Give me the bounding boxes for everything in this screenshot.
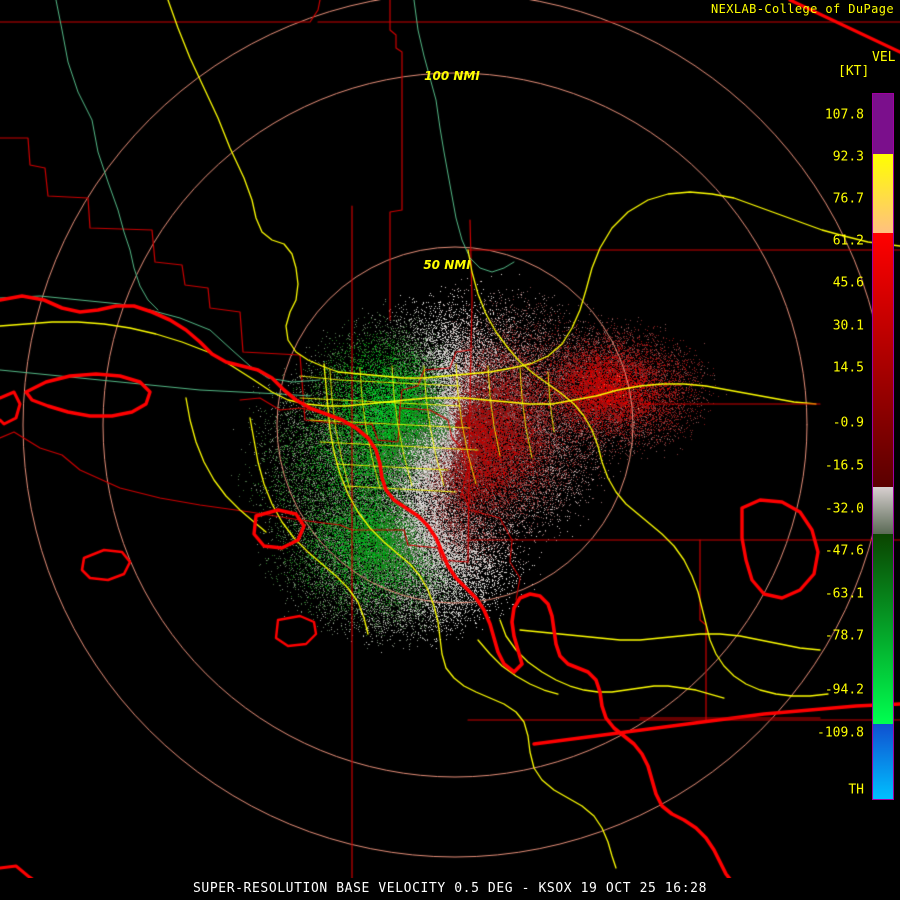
colorbar[interactable] xyxy=(872,93,894,800)
colorbar-tick-label: -0.9 xyxy=(832,415,864,431)
colorbar-segment-yellow-orange xyxy=(873,153,893,233)
colorbar-tick-label: -63.1 xyxy=(824,586,864,602)
colorbar-tick-label: 92.3 xyxy=(832,149,864,165)
colorbar-tick-label: 30.1 xyxy=(832,318,864,334)
range-ring-label: 100 NMI xyxy=(424,69,480,83)
colorbar-tick-label: 76.7 xyxy=(832,191,864,207)
colorbar-tick-label: -109.8 xyxy=(817,725,864,741)
product-status-text: SUPER-RESOLUTION BASE VELOCITY 0.5 DEG -… xyxy=(192,881,708,896)
colorbar-tick-label: -78.7 xyxy=(824,628,864,644)
colorbar-tick-label: 107.8 xyxy=(824,107,864,123)
colorbar-segment-gray-ramp xyxy=(873,487,893,534)
legend-units-label: [KT] xyxy=(838,64,870,79)
range-ring-label: 50 NMI xyxy=(423,258,471,272)
colorbar-tick-label: -94.2 xyxy=(824,682,864,698)
colorbar-segment-purple-high xyxy=(873,94,893,154)
status-bar: SUPER-RESOLUTION BASE VELOCITY 0.5 DEG -… xyxy=(0,878,900,900)
colorbar-segment-red-ramp xyxy=(873,232,893,488)
colorbar-tick-label: 45.6 xyxy=(832,275,864,291)
velocity-color-legend: VEL [KT] TH 107.8 92.3 76.7 61.2 45.6 30.1 14.… xyxy=(817,45,900,805)
attribution-label: NEXLAB-College of DuPage xyxy=(711,2,894,16)
colorbar-tick-label: -47.6 xyxy=(824,543,864,559)
colorbar-segment-green-ramp xyxy=(873,533,893,725)
colorbar-tick-label: -16.5 xyxy=(824,458,864,474)
colorbar-tick-label: -32.0 xyxy=(824,501,864,517)
below-threshold-label: TH xyxy=(848,782,864,798)
colorbar-tick-label: 14.5 xyxy=(832,360,864,376)
colorbar-tick-label: 61.2 xyxy=(832,233,864,249)
legend-title: VEL xyxy=(872,50,896,65)
colorbar-segment-blue-cyan xyxy=(873,724,893,799)
